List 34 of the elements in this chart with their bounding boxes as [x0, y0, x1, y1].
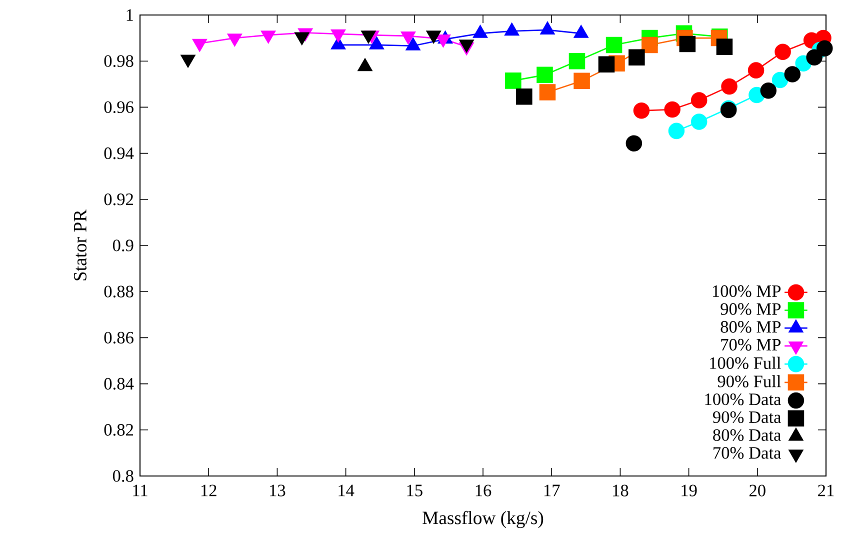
- legend-label: 100% MP: [712, 285, 781, 298]
- legend-label: 80% MP: [720, 321, 781, 333]
- y-tick-label: 0.92: [104, 194, 134, 206]
- legend-label: 70% Data: [714, 447, 782, 459]
- y-tick-label: 0.9: [112, 240, 134, 252]
- legend-label: 90% Data: [712, 411, 782, 424]
- y-tick-label: 0.8: [112, 470, 134, 482]
- y-tick-label: 0.82: [104, 424, 134, 436]
- y-tick-label: 0.88: [104, 286, 134, 298]
- x-tick-label: 14: [338, 484, 354, 496]
- legend-label: 70% MP: [721, 338, 781, 351]
- x-tick-label: 13: [270, 484, 286, 496]
- x-tick-label: 15: [407, 484, 422, 496]
- y-tick-label: 1: [126, 9, 133, 21]
- x-tick-label: 21: [818, 484, 834, 496]
- x-tick-label: 19: [682, 484, 697, 496]
- y-tick-label: 0.84: [104, 378, 134, 390]
- x-tick-label: 12: [201, 484, 216, 496]
- legend-label: 100% Data: [705, 393, 782, 406]
- y-tick-label: 0.98: [104, 55, 134, 67]
- legend-label: 80% Data: [713, 429, 782, 441]
- y-tick-label: 0.96: [104, 101, 134, 114]
- legend-label: 90% MP: [720, 303, 781, 315]
- y-tick-label: 0.94: [104, 147, 134, 160]
- x-axis-title: Massflow (kg/s): [422, 510, 544, 528]
- x-tick-label: 20: [749, 484, 766, 496]
- x-tick-label: 16: [476, 484, 492, 496]
- y-axis-title: Stator PR: [74, 209, 86, 280]
- x-tick-label: 17: [544, 484, 560, 496]
- y-tick-label: 0.86: [104, 332, 134, 344]
- legend-label: 100% Full: [710, 356, 781, 370]
- legend-label: 90% Full: [718, 375, 781, 388]
- x-tick-label: 11: [133, 484, 148, 496]
- x-tick-label: 18: [613, 484, 628, 496]
